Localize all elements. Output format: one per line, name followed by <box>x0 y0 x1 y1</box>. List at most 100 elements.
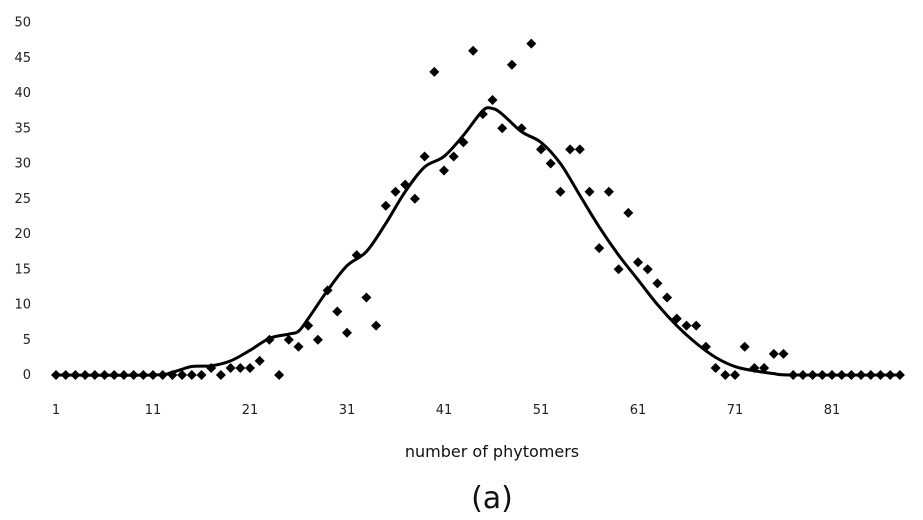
data-point <box>700 341 711 352</box>
y-axis: 0 5 10 15 20 25 30 35 40 45 50 <box>14 16 31 384</box>
data-point <box>797 370 808 380</box>
data-point <box>380 200 391 211</box>
data-point <box>283 334 294 345</box>
data-point <box>225 362 236 373</box>
data-point <box>565 144 576 155</box>
data-point <box>875 370 886 380</box>
data-point <box>788 370 799 380</box>
x-axis: 1 11 21 31 41 51 61 71 81 <box>52 403 840 418</box>
data-point <box>817 370 828 380</box>
data-point <box>468 45 479 56</box>
panel-label: (a) <box>471 481 513 516</box>
data-point <box>749 362 760 373</box>
data-point <box>342 327 352 338</box>
data-point <box>448 151 459 162</box>
data-point <box>662 292 673 303</box>
data-point <box>739 341 750 352</box>
data-point <box>303 320 314 331</box>
data-point <box>235 362 246 373</box>
y-tick-label: 10 <box>14 298 31 313</box>
data-point <box>555 186 566 197</box>
data-point <box>516 123 527 134</box>
data-point <box>681 320 692 331</box>
x-tick-label: 71 <box>727 403 744 418</box>
data-point <box>332 306 343 317</box>
fitted-curve <box>55 106 900 377</box>
data-point <box>594 243 605 254</box>
y-tick-label: 5 <box>23 333 31 348</box>
x-tick-label: 31 <box>339 403 356 418</box>
data-point <box>477 109 488 120</box>
x-tick-label: 81 <box>824 403 841 418</box>
scatter-points <box>51 38 905 380</box>
y-tick-label: 25 <box>14 192 31 207</box>
data-point <box>545 158 556 169</box>
data-point <box>603 186 614 197</box>
data-point <box>99 370 110 380</box>
data-point <box>497 123 508 134</box>
x-tick-label: 61 <box>630 403 647 418</box>
data-point <box>177 370 188 380</box>
y-tick-label: 15 <box>14 262 31 277</box>
data-point <box>652 278 663 289</box>
data-point <box>215 370 226 380</box>
data-point <box>138 370 149 380</box>
x-axis-label: number of phytomers <box>405 442 579 461</box>
data-point <box>458 137 469 148</box>
data-point <box>613 264 624 275</box>
data-point <box>526 38 537 49</box>
data-point <box>730 370 740 380</box>
data-point <box>885 370 896 380</box>
data-point <box>633 257 643 268</box>
data-point <box>118 370 129 380</box>
data-point <box>807 370 818 380</box>
data-point <box>642 264 653 275</box>
data-point <box>856 370 867 380</box>
data-point <box>206 362 217 373</box>
data-point <box>439 165 449 176</box>
y-tick-label: 35 <box>14 121 31 136</box>
data-point <box>865 370 876 380</box>
y-tick-label: 20 <box>14 227 31 242</box>
data-point <box>70 370 81 380</box>
y-tick-label: 40 <box>14 86 31 101</box>
data-point <box>720 370 731 380</box>
data-point <box>390 186 401 197</box>
data-point <box>691 320 702 331</box>
x-tick-label: 1 <box>52 403 60 418</box>
data-point <box>274 370 285 380</box>
y-tick-label: 45 <box>14 51 31 66</box>
data-point <box>254 355 265 366</box>
data-point <box>487 95 498 106</box>
data-point <box>400 179 411 190</box>
data-point <box>419 151 430 162</box>
data-point <box>409 193 420 204</box>
data-point <box>322 285 333 296</box>
data-point <box>157 370 168 380</box>
fitted-curve-line <box>55 106 900 377</box>
data-point <box>186 370 197 380</box>
data-point <box>778 348 789 359</box>
data-point <box>846 370 857 380</box>
data-point <box>536 144 546 155</box>
data-point <box>351 250 362 261</box>
data-point <box>584 186 595 197</box>
data-point <box>759 362 770 373</box>
data-point <box>768 348 779 359</box>
data-point <box>506 59 517 70</box>
data-point <box>371 320 382 331</box>
data-point <box>671 313 682 324</box>
data-point <box>827 370 837 380</box>
x-tick-label: 41 <box>436 403 453 418</box>
data-point <box>710 362 721 373</box>
data-point <box>51 370 61 380</box>
x-tick-label: 51 <box>533 403 550 418</box>
y-tick-label: 30 <box>14 157 31 172</box>
data-point <box>109 370 120 380</box>
data-point <box>128 370 139 380</box>
x-tick-label: 11 <box>145 403 162 418</box>
data-point <box>148 370 158 380</box>
data-point <box>196 370 207 380</box>
data-point <box>312 334 323 345</box>
